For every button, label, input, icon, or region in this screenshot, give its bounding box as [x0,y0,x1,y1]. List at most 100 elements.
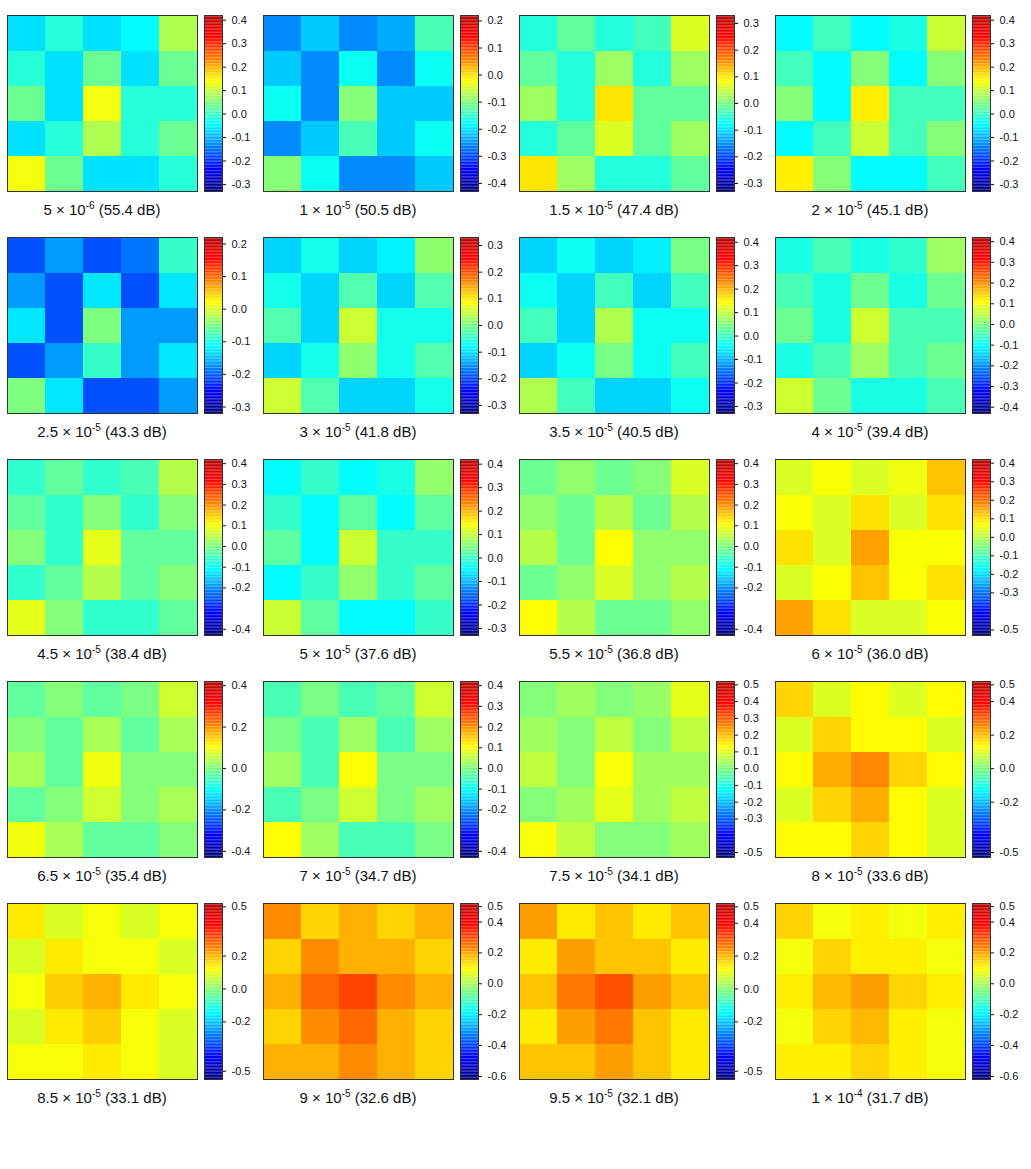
svg-text:0.3: 0.3 [744,712,759,724]
svg-text:0.2: 0.2 [744,44,759,56]
svg-text:-0.3: -0.3 [744,177,763,189]
svg-text:0.3: 0.3 [744,478,759,490]
svg-text:0.3: 0.3 [1000,475,1015,487]
svg-text:-0.2: -0.2 [232,155,251,167]
svg-text:0.1: 0.1 [232,270,247,282]
svg-text:0.4: 0.4 [744,917,759,929]
svg-text:-0.3: -0.3 [744,400,763,412]
svg-text:0.4: 0.4 [1000,235,1015,247]
svg-text:0.2: 0.2 [232,61,247,73]
svg-text:0.3: 0.3 [232,37,247,49]
svg-text:0.3: 0.3 [488,481,503,493]
svg-text:0.2: 0.2 [488,946,503,958]
svg-text:-0.2: -0.2 [1000,568,1019,580]
svg-text:0.5: 0.5 [1000,900,1015,912]
svg-text:-0.6: -0.6 [488,1070,507,1082]
svg-text:-0.1: -0.1 [1000,131,1019,143]
svg-text:-0.4: -0.4 [1000,401,1019,413]
svg-text:0.2: 0.2 [488,266,503,278]
svg-text:0.5: 0.5 [744,900,759,912]
svg-text:-0.5: -0.5 [744,846,763,858]
svg-text:0.4: 0.4 [232,679,247,691]
svg-text:0.0: 0.0 [488,977,503,989]
svg-text:0.2: 0.2 [1000,729,1015,741]
svg-text:0.5: 0.5 [232,900,247,912]
svg-text:0.2: 0.2 [744,283,759,295]
svg-text:0.0: 0.0 [744,762,759,774]
svg-text:-0.3: -0.3 [488,150,507,162]
svg-text:0.4: 0.4 [744,457,759,469]
svg-text:-0.1: -0.1 [488,346,507,358]
svg-text:-0.2: -0.2 [488,372,507,384]
svg-text:0.3: 0.3 [232,478,247,490]
svg-text:-0.4: -0.4 [744,623,763,635]
svg-text:0.1: 0.1 [488,528,503,540]
svg-text:-0.2: -0.2 [488,1008,507,1020]
svg-text:-0.4: -0.4 [488,845,507,857]
svg-text:-0.1: -0.1 [1000,549,1019,561]
svg-text:0.0: 0.0 [1000,977,1015,989]
svg-text:0.3: 0.3 [1000,256,1015,268]
svg-text:0.4: 0.4 [488,679,503,691]
svg-text:-0.2: -0.2 [744,150,763,162]
svg-text:-0.5: -0.5 [1000,623,1019,635]
svg-text:0.4: 0.4 [744,236,759,248]
svg-text:-0.2: -0.2 [744,377,763,389]
svg-text:0.1: 0.1 [1000,512,1015,524]
svg-text:0.3: 0.3 [488,700,503,712]
svg-text:-0.2: -0.2 [488,599,507,611]
svg-text:0.0: 0.0 [488,552,503,564]
svg-text:0.2: 0.2 [232,950,247,962]
svg-text:0.1: 0.1 [488,741,503,753]
svg-text:-0.1: -0.1 [744,561,763,573]
svg-text:0.5: 0.5 [1000,678,1015,690]
svg-text:-0.2: -0.2 [744,581,763,593]
svg-text:0.4: 0.4 [1000,916,1015,928]
svg-text:0.2: 0.2 [488,14,503,26]
svg-text:-0.4: -0.4 [232,845,251,857]
svg-text:-0.1: -0.1 [744,779,763,791]
svg-text:0.0: 0.0 [744,97,759,109]
svg-text:-0.1: -0.1 [232,335,251,347]
svg-text:0.1: 0.1 [232,84,247,96]
svg-text:0.4: 0.4 [232,14,247,26]
svg-text:-0.3: -0.3 [488,399,507,411]
svg-text:-0.2: -0.2 [1000,1008,1019,1020]
svg-text:-0.1: -0.1 [744,353,763,365]
svg-text:-0.3: -0.3 [232,178,251,190]
svg-text:0.0: 0.0 [1000,108,1015,120]
svg-text:-0.1: -0.1 [232,561,251,573]
svg-text:0.1: 0.1 [1000,297,1015,309]
svg-text:0.0: 0.0 [1000,762,1015,774]
svg-text:0.2: 0.2 [232,238,247,250]
svg-text:0.1: 0.1 [744,519,759,531]
svg-text:0.5: 0.5 [744,678,759,690]
svg-text:-0.3: -0.3 [1000,586,1019,598]
svg-text:0.4: 0.4 [488,458,503,470]
svg-text:0.2: 0.2 [1000,61,1015,73]
svg-text:0.3: 0.3 [744,17,759,29]
svg-text:0.0: 0.0 [232,540,247,552]
svg-text:0.2: 0.2 [1000,946,1015,958]
svg-text:-0.2: -0.2 [1000,155,1019,167]
svg-text:0.4: 0.4 [1000,14,1015,26]
svg-text:0.0: 0.0 [488,69,503,81]
svg-text:0.1: 0.1 [744,70,759,82]
svg-text:-0.2: -0.2 [1000,359,1019,371]
svg-text:0.3: 0.3 [1000,37,1015,49]
svg-text:-0.2: -0.2 [232,368,251,380]
svg-text:0.0: 0.0 [488,762,503,774]
svg-text:0.0: 0.0 [744,330,759,342]
svg-text:0.1: 0.1 [232,519,247,531]
svg-text:-0.4: -0.4 [1000,1039,1019,1051]
svg-text:-0.5: -0.5 [1000,846,1019,858]
svg-text:0.2: 0.2 [232,499,247,511]
svg-text:-0.5: -0.5 [232,1065,251,1077]
svg-text:-0.2: -0.2 [232,803,251,815]
svg-text:0.2: 0.2 [1000,494,1015,506]
svg-text:-0.2: -0.2 [232,581,251,593]
svg-text:0.5: 0.5 [488,900,503,912]
svg-text:-0.1: -0.1 [488,575,507,587]
svg-text:0.0: 0.0 [232,983,247,995]
svg-text:-0.4: -0.4 [488,177,507,189]
